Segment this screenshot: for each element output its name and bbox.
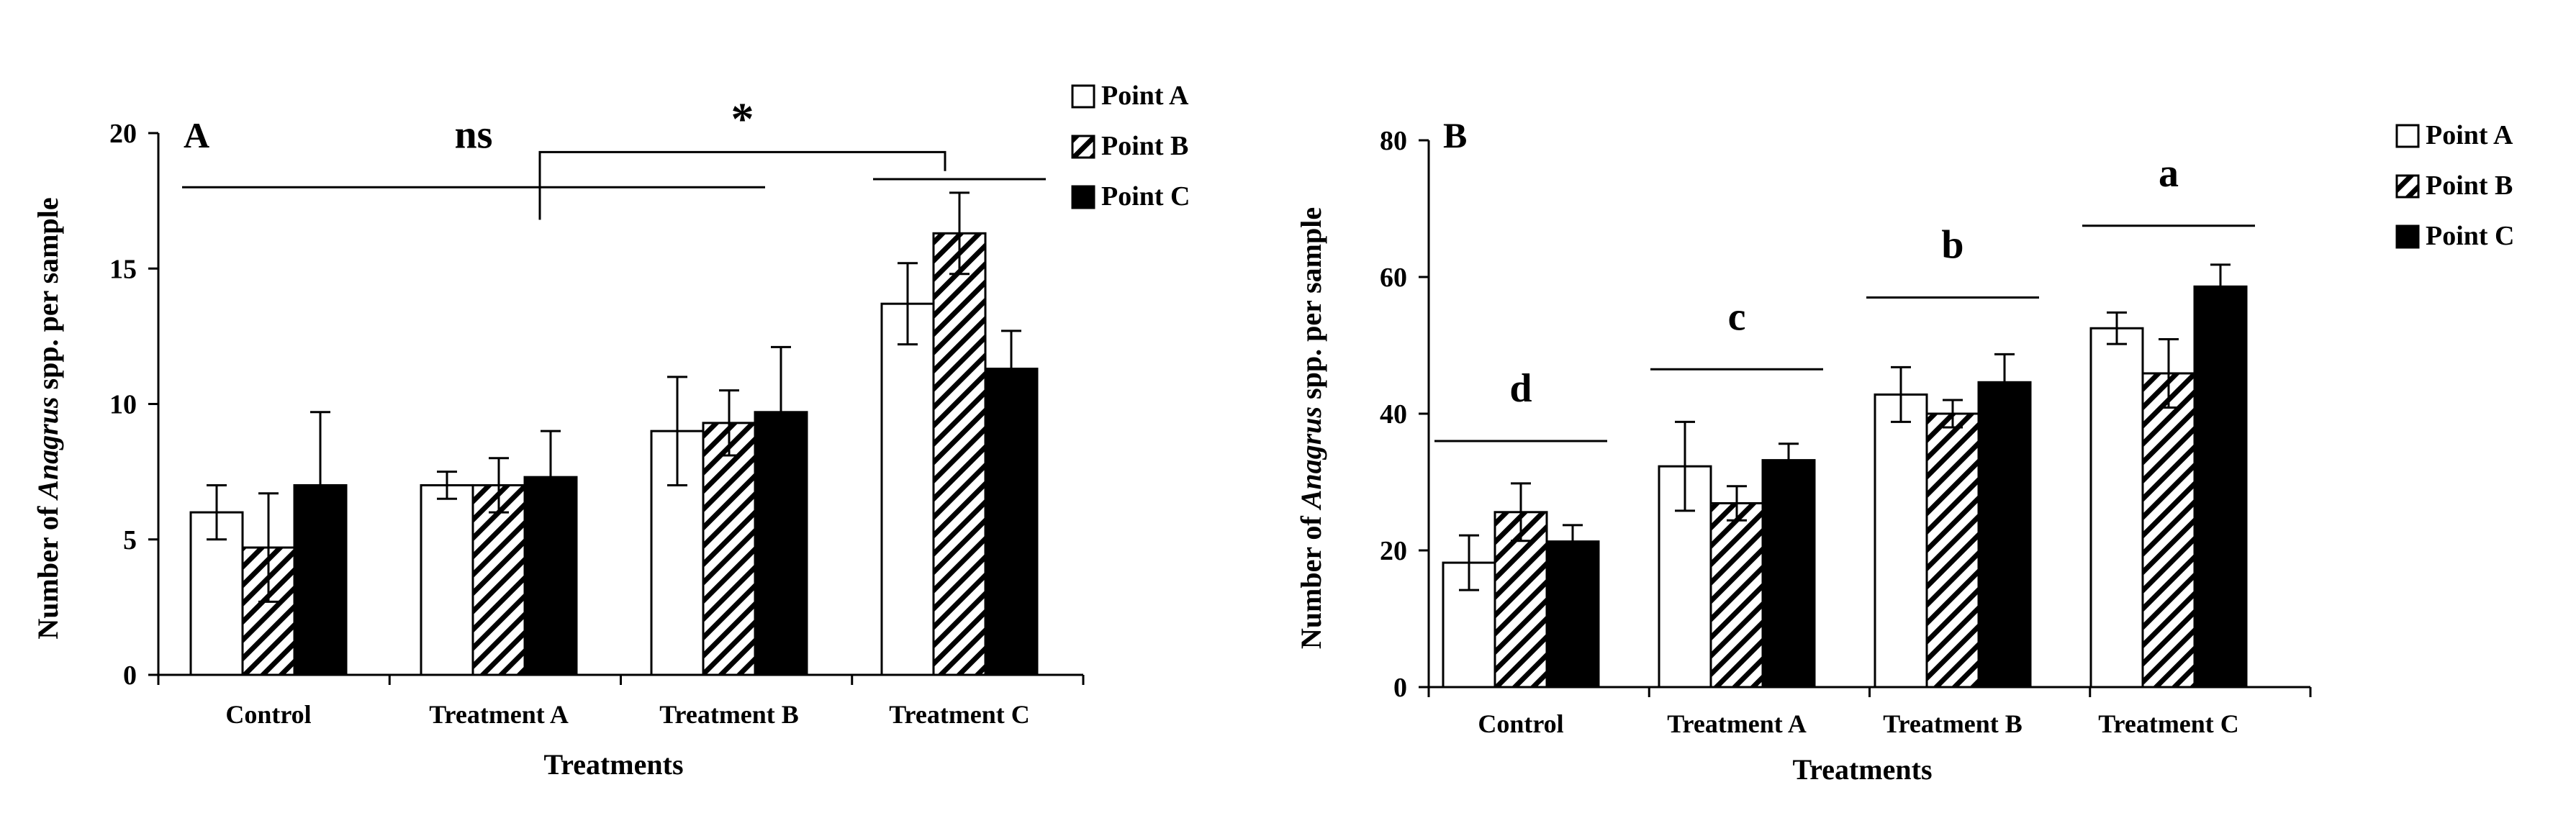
legend-swatch: [2395, 224, 2420, 249]
error-bar: [437, 471, 457, 500]
y-tick-label: 0: [1393, 673, 1407, 703]
bar-point-c: [2193, 285, 2248, 689]
bar-point-c: [984, 368, 1039, 676]
error-bar: [1001, 330, 1021, 408]
bar-point-a: [2089, 327, 2144, 689]
bar-point-b: [471, 483, 526, 676]
error-bar: [310, 411, 330, 560]
x-tick-label: Control: [225, 700, 311, 729]
error-bar: [2210, 263, 2231, 310]
y-tick-label: 5: [123, 525, 137, 555]
x-tick-label: Treatment B: [659, 700, 799, 729]
error-bar: [1675, 420, 1695, 512]
legend-label: Point C: [2426, 221, 2515, 251]
error-bar: [489, 457, 509, 514]
legend-item: Point B: [2395, 171, 2513, 201]
y-tick-label: 20: [1380, 536, 1407, 566]
x-tick-label: Treatment A: [429, 700, 569, 729]
y-axis-label-part: spp. per sample: [32, 197, 64, 396]
bar-point-c: [1761, 459, 1816, 689]
y-axis-label-part: Number of: [32, 499, 64, 640]
legend-label: Point B: [1101, 131, 1188, 161]
legend-swatch: [2395, 124, 2420, 148]
y-tick-label: 20: [109, 119, 137, 149]
legend-swatch: [1071, 135, 1095, 159]
y-tick-label: 15: [109, 254, 137, 284]
error-bar: [541, 430, 561, 524]
x-axis-label: Treatments: [1792, 753, 1932, 786]
x-tick-label: Treatment B: [1883, 709, 2023, 738]
significance-label: a: [2159, 151, 2179, 196]
significance-label: c: [1728, 294, 1746, 339]
x-axis-label: Treatments: [543, 748, 683, 781]
legend-item: Point A: [2395, 120, 2513, 150]
y-tick-label: 60: [1380, 263, 1407, 293]
bar-point-a: [420, 483, 474, 676]
y-axis-label-part: Anagrus: [32, 396, 64, 501]
panel-b-chart: 0 20 40 60 80 Control Treatment A Treatment B Tr…: [1295, 115, 2515, 786]
error-bar: [1891, 365, 1911, 423]
legend-item: Point C: [2395, 221, 2515, 251]
legend-label: Point A: [2426, 120, 2513, 150]
legend-swatch: [1071, 185, 1095, 209]
error-bar: [1511, 482, 1531, 542]
error-bar: [1943, 399, 1963, 429]
error-bar: [1563, 524, 1583, 559]
error-bar: [1727, 485, 1747, 522]
legend-item: Point C: [1071, 181, 1190, 212]
legend-label: Point C: [1101, 181, 1190, 212]
panel-label: B: [1443, 115, 1467, 155]
y-axis-label: Number of Anagrus spp. per sample: [32, 197, 64, 639]
bar-point-b: [2141, 372, 2196, 689]
bar-point-b: [932, 232, 987, 676]
panel-a-chart: 0 5 10 15 20 Control Treatment A Treatment B Tre…: [32, 81, 1190, 781]
legend-swatch: [1071, 84, 1095, 109]
significance-label: *: [731, 93, 754, 144]
bar-point-b: [1925, 412, 1980, 689]
x-tick-label: Control: [1478, 709, 1563, 738]
legend-swatch: [2395, 174, 2420, 199]
x-tick-label: Treatment C: [2098, 709, 2239, 738]
error-bar: [1459, 534, 1479, 591]
legend-item: Point B: [1071, 131, 1188, 161]
bar-point-a: [1874, 393, 1928, 689]
bar-point-c: [293, 483, 348, 676]
legend-label: Point A: [1101, 81, 1189, 111]
legend-item: Point A: [1071, 81, 1189, 111]
error-bar: [1994, 353, 2015, 412]
legend-label: Point B: [2426, 171, 2513, 201]
x-tick-label: Treatment A: [1667, 709, 1807, 738]
y-tick-label: 80: [1380, 126, 1407, 156]
panel-label: A: [184, 115, 209, 155]
bar-point-b: [702, 422, 756, 676]
y-axis-label-part: spp. per sample: [1295, 207, 1327, 407]
significance-label: d: [1509, 366, 1532, 411]
bar-point-b: [1709, 501, 1764, 689]
error-bar: [719, 389, 739, 457]
error-bar: [2107, 311, 2127, 345]
error-bar: [949, 191, 970, 276]
error-bar: [771, 345, 791, 478]
error-bar: [207, 483, 227, 541]
bar-point-c: [1977, 381, 2032, 689]
y-tick-label: 10: [109, 390, 137, 420]
error-bar: [1779, 442, 1799, 478]
y-axis-label-part: Anagrus: [1295, 407, 1327, 511]
significance-label: ns: [455, 112, 493, 157]
error-bar: [2159, 337, 2179, 409]
significance-label: b: [1941, 223, 1963, 268]
significance-bracket: [538, 150, 946, 220]
y-axis-label: Number of Anagrus spp. per sample: [1295, 207, 1327, 649]
y-tick-label: 0: [123, 660, 137, 691]
bar-point-c: [1545, 540, 1600, 689]
x-tick-label: Treatment C: [889, 700, 1030, 729]
y-axis-label-part: Number of: [1295, 509, 1327, 649]
bar-point-a: [880, 302, 935, 676]
error-bar: [898, 262, 918, 346]
error-bar: [667, 376, 687, 486]
error-bar: [258, 492, 279, 603]
y-tick-label: 40: [1380, 399, 1407, 430]
